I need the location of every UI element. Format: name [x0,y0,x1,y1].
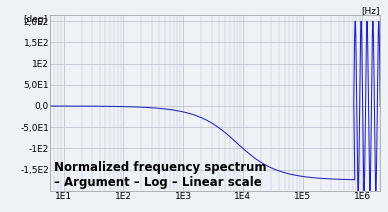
Text: [deg]: [deg] [23,15,47,24]
Text: [Hz]: [Hz] [362,6,380,15]
Text: Normalized frequency spectrum
– Argument – Log – Linear scale: Normalized frequency spectrum – Argument… [54,161,266,189]
